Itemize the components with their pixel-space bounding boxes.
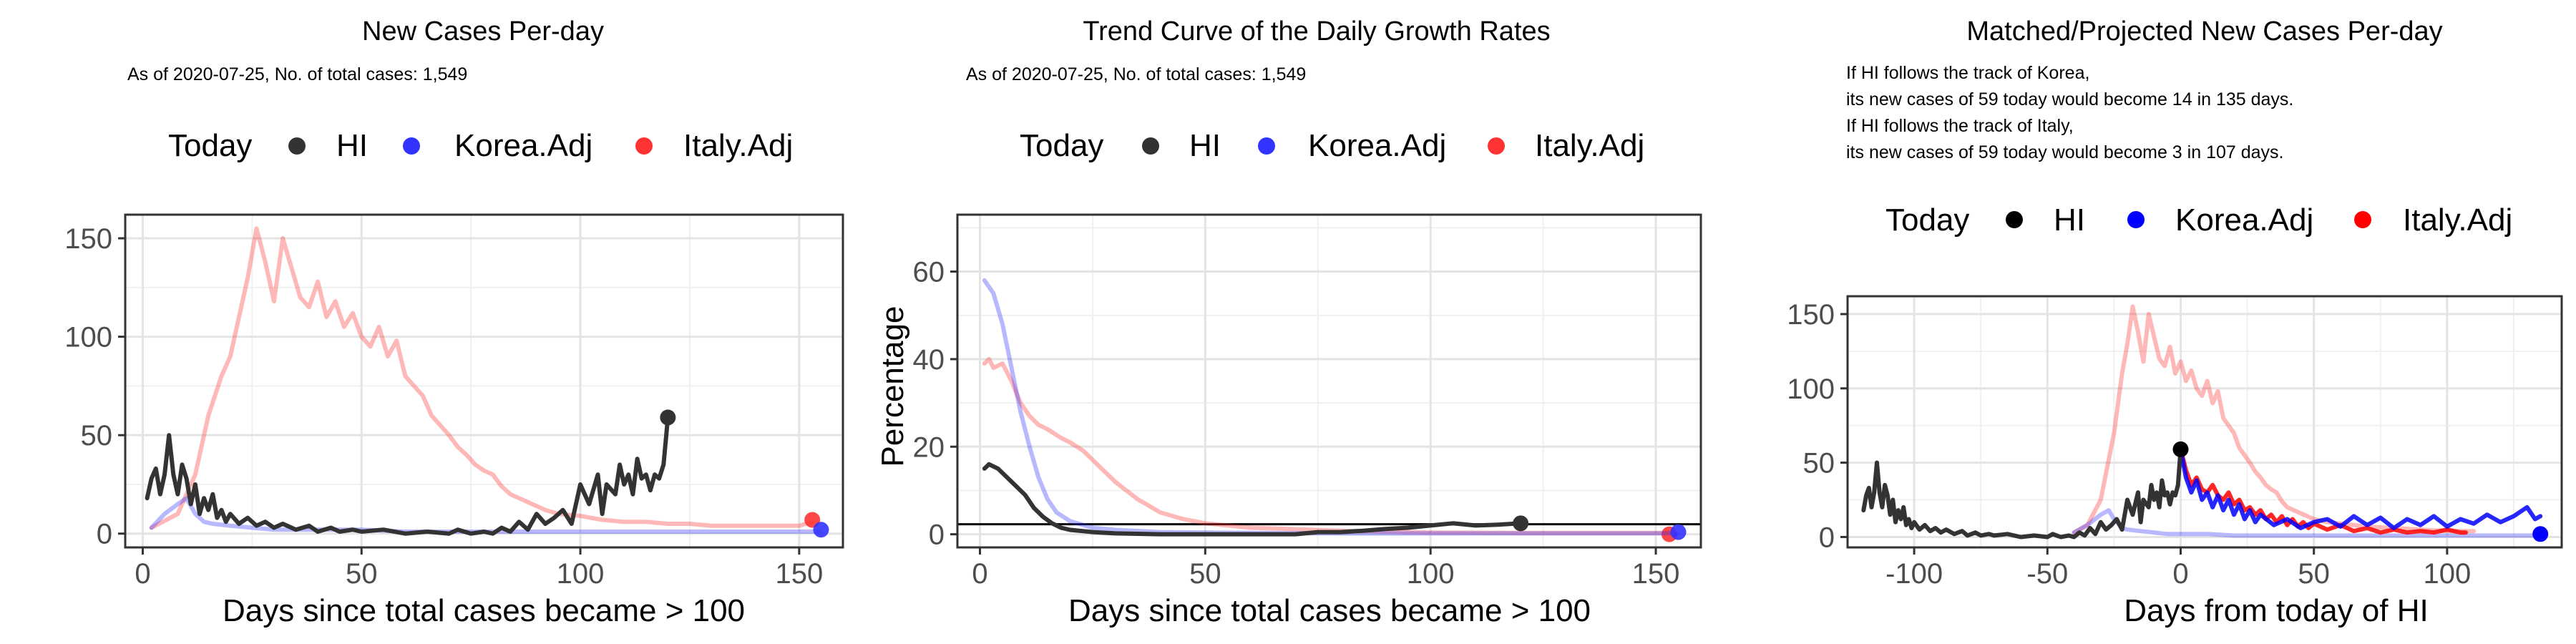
plot-border: [956, 213, 1702, 549]
plot-area: -100 -50 0 50 100 0 50 100 150: [1787, 295, 2563, 590]
y-tick-label: 150: [1787, 299, 1835, 331]
legend-label-italy: Italy.Adj: [2403, 203, 2512, 238]
y-tick-label: 0: [929, 519, 945, 551]
legend-label-korea: Korea.Adj: [1308, 128, 1446, 163]
marker-point: [2172, 441, 2189, 457]
end-point-korea-adj: [813, 522, 829, 538]
x-tick-label: 0: [972, 558, 987, 590]
chart-subtitle: As of 2020-07-25, No. of total cases: 1,…: [127, 64, 467, 84]
plot-area: 0 50 100 150 0 20 40 60: [913, 213, 1702, 590]
end-point-hi: [660, 409, 676, 426]
legend: Today HI Korea.Adj Italy.Adj: [1020, 128, 1644, 163]
series-line-italy-adj: [2072, 304, 2477, 535]
y-axis-label: Percentage: [875, 306, 910, 467]
chart-svg-growth-rates: Trend Curve of the Daily Growth Rates As…: [875, 16, 1702, 628]
x-axis-label: Days since total cases became > 100: [223, 593, 745, 628]
series-line-korea-adj: [2072, 508, 2543, 538]
legend-label-italy: Italy.Adj: [683, 128, 793, 163]
y-tick-label: 0: [97, 519, 112, 550]
plot-border: [124, 213, 844, 549]
legend-title: Today: [1020, 128, 1103, 163]
annotation-line-3: If HI follows the track of Italy,: [1846, 116, 2074, 136]
plot-border: [1846, 295, 2563, 549]
marker-point: [2532, 526, 2549, 542]
chart-svg-new-cases: New Cases Per-day As of 2020-07-25, No. …: [64, 16, 844, 628]
legend: Today HI Korea.Adj Italy.Adj: [168, 128, 793, 163]
end-point-korea-adj: [1670, 524, 1687, 540]
y-tick-label: 0: [1819, 522, 1835, 553]
y-tick-label: 60: [913, 257, 945, 288]
y-tick-label: 50: [81, 420, 113, 452]
legend-key-hi: [2006, 211, 2023, 228]
chart-title: Trend Curve of the Daily Growth Rates: [1083, 16, 1550, 47]
legend-label-hi: HI: [1189, 128, 1221, 163]
y-tick-label: 40: [913, 344, 945, 376]
legend-key-korea: [1258, 137, 1275, 155]
x-tick-label: 100: [1407, 558, 1455, 590]
legend-key-hi: [1142, 137, 1159, 155]
legend-title: Today: [168, 128, 252, 163]
plot-area: 0 50 100 150 0 50 100 150: [64, 213, 844, 590]
end-point-hi: [1513, 515, 1529, 532]
x-axis-label: Days from today of HI: [2124, 593, 2428, 628]
series-line-hi: [145, 415, 670, 536]
x-tick-label: -100: [1885, 558, 1943, 590]
chart-panel-projected-cases: Matched/Projected New Cases Per-day If H…: [1717, 0, 2576, 644]
legend: Today HI Korea.Adj Italy.Adj: [1885, 203, 2512, 238]
chart-title: New Cases Per-day: [362, 16, 604, 47]
legend-key-hi: [288, 137, 306, 155]
x-tick-label: 0: [135, 558, 150, 590]
legend-label-italy: Italy.Adj: [1535, 128, 1644, 163]
series-line-hi: [982, 462, 1523, 537]
annotation-line-2: its new cases of 59 today would become 1…: [1846, 89, 2293, 109]
x-tick-label: 50: [346, 558, 378, 590]
annotation-line-4: its new cases of 59 today would become 3…: [1846, 142, 2283, 162]
x-axis-label: Days since total cases became > 100: [1068, 593, 1591, 628]
y-tick-label: 100: [1787, 374, 1835, 405]
chart-panel-growth-rates: Trend Curve of the Daily Growth Rates As…: [859, 0, 1717, 644]
legend-key-korea: [403, 137, 420, 155]
y-tick-label: 100: [64, 322, 112, 353]
x-tick-label: 100: [557, 558, 605, 590]
chart-subtitle: As of 2020-07-25, No. of total cases: 1,…: [966, 64, 1306, 84]
legend-label-hi: HI: [2054, 203, 2085, 238]
x-tick-label: -50: [2026, 558, 2068, 590]
x-tick-label: 150: [775, 558, 823, 590]
legend-label-korea: Korea.Adj: [454, 128, 592, 163]
y-tick-label: 20: [913, 431, 945, 463]
legend-label-korea: Korea.Adj: [2175, 203, 2313, 238]
x-tick-label: 50: [2298, 558, 2330, 590]
chart-title: Matched/Projected New Cases Per-day: [1966, 16, 2442, 47]
legend-key-italy: [2354, 211, 2371, 228]
chart-panel-new-cases: New Cases Per-day As of 2020-07-25, No. …: [0, 0, 859, 644]
series-line-korea-adj: [982, 278, 1681, 536]
series-line-italy-adj: [149, 226, 815, 530]
chart-svg-projected-cases: Matched/Projected New Cases Per-day If H…: [1787, 16, 2563, 628]
series-line-hi-projected-via-italy: [2178, 447, 2468, 535]
legend-key-italy: [1488, 137, 1505, 155]
series-line-hi: [1861, 447, 2183, 540]
legend-title: Today: [1885, 203, 1969, 238]
x-tick-label: 100: [2423, 558, 2471, 590]
legend-label-hi: HI: [336, 128, 368, 163]
y-tick-label: 50: [1803, 448, 1835, 479]
y-tick-label: 150: [64, 223, 112, 255]
series-line-hi-projected-via-korea: [2178, 447, 2543, 530]
x-tick-label: 150: [1632, 558, 1680, 590]
legend-key-korea: [2127, 211, 2145, 228]
x-tick-label: 50: [1189, 558, 1221, 590]
legend-key-italy: [635, 137, 653, 155]
x-tick-label: 0: [2172, 558, 2188, 590]
annotation-line-1: If HI follows the track of Korea,: [1846, 63, 2089, 83]
